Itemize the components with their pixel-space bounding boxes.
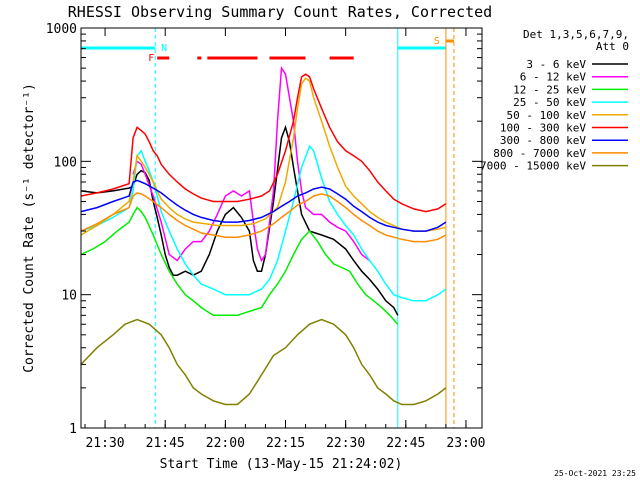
- y-tick-label-1: 10: [61, 289, 77, 304]
- x-tick-label-4: 22:30: [326, 436, 365, 451]
- series-line-1: [132, 65, 371, 263]
- x-tick-label-1: 21:45: [146, 436, 185, 451]
- marker-label-f: F: [148, 53, 154, 64]
- chart-title: RHESSI Observing Summary Count Rates, Co…: [68, 3, 492, 21]
- marker-label-s: S: [434, 36, 440, 47]
- legend-label-5: 100 - 300 keV: [500, 122, 586, 135]
- x-tick-label-6: 23:00: [446, 436, 485, 451]
- y-axis-label: Corrected Count Rate (s⁻¹ detector⁻¹): [22, 83, 37, 373]
- series-line-6: [80, 179, 447, 232]
- footer-date: 25-Oct-2021 23:25: [554, 469, 636, 478]
- series-line-5: [80, 73, 447, 213]
- series-line-7: [80, 192, 447, 243]
- series-line-4: [80, 77, 447, 236]
- y-tick-label-2: 100: [54, 155, 77, 170]
- legend-label-0: 3 - 6 keV: [526, 58, 586, 71]
- series-line-0: [80, 124, 399, 316]
- legend-header-line-2: Att 0: [596, 40, 629, 53]
- legend-header-line-1: Det 1,3,5,6,7,9,: [523, 28, 629, 41]
- x-axis-label: Start Time (13-May-15 21:24:02): [160, 457, 403, 472]
- x-tick-label-5: 22:45: [386, 436, 425, 451]
- plot-area: NF S: [80, 28, 455, 428]
- legend-label-4: 50 - 100 keV: [507, 109, 587, 122]
- x-tick-label-2: 22:00: [206, 436, 245, 451]
- series-line-3: [80, 144, 447, 302]
- x-tick-label-0: 21:30: [85, 436, 124, 451]
- series-line-8: [80, 318, 447, 406]
- legend-label-6: 300 - 800 keV: [500, 134, 586, 147]
- legend-label-2: 12 - 25 keV: [513, 83, 586, 96]
- series-line-2: [80, 206, 399, 325]
- legend-label-1: 6 - 12 keV: [520, 71, 587, 84]
- legend-label-8: 7000 - 15000 keV: [480, 160, 586, 173]
- legend-label-7: 800 - 7000 keV: [493, 147, 586, 160]
- axes: 21:30 21:45 22:00 22:15 22:30 22:45 23:00 1 10 10…: [46, 22, 486, 451]
- x-tick-label-3: 22:15: [266, 436, 305, 451]
- y-tick-label-3: 1000: [46, 22, 77, 37]
- y-tick-label-0: 1: [69, 422, 77, 437]
- marker-label-n: N: [161, 43, 167, 54]
- legend-label-3: 25 - 50 keV: [513, 96, 586, 109]
- plot-frame: [80, 27, 483, 429]
